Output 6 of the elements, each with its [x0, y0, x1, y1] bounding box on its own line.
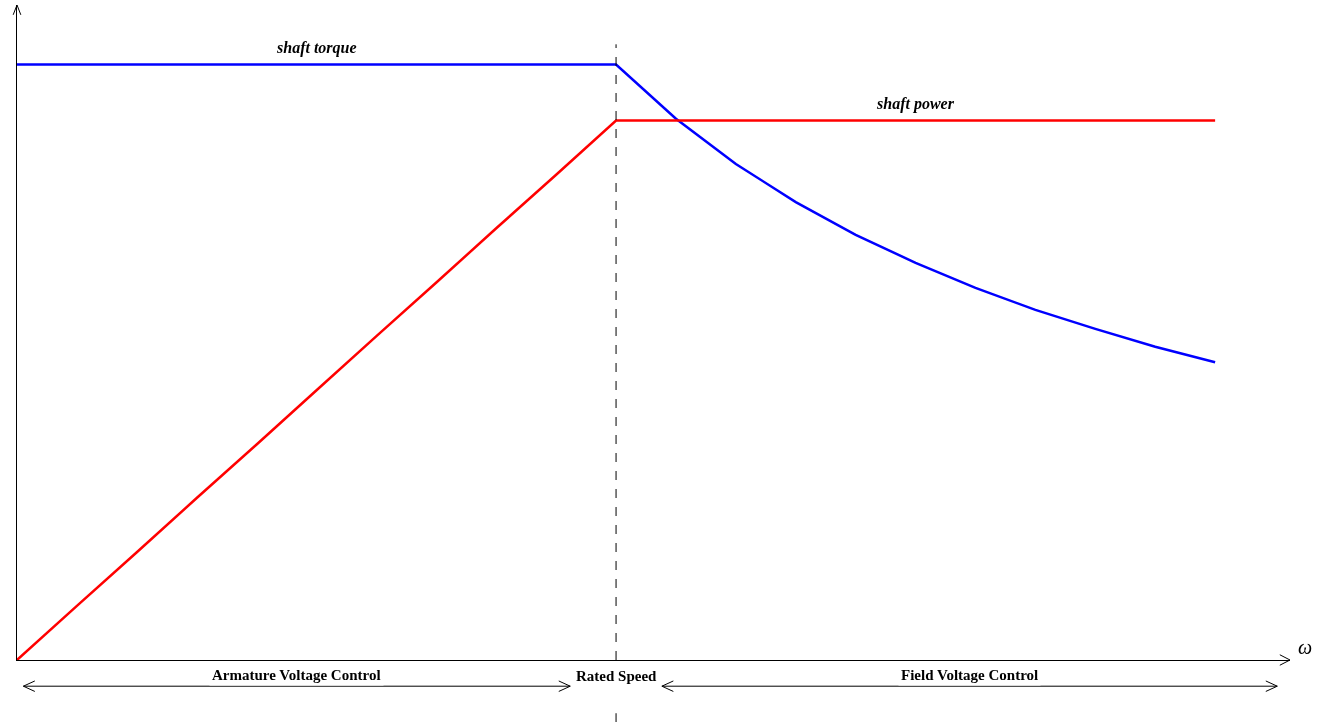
text: Armature Voltage Control — [212, 667, 381, 683]
x-axis-title: ω — [1298, 636, 1313, 658]
text: Rated Speed — [576, 668, 658, 684]
series-label: shaft torque — [276, 39, 357, 57]
text: Field Voltage Control — [901, 667, 1039, 683]
series-label: shaft power — [876, 95, 955, 113]
